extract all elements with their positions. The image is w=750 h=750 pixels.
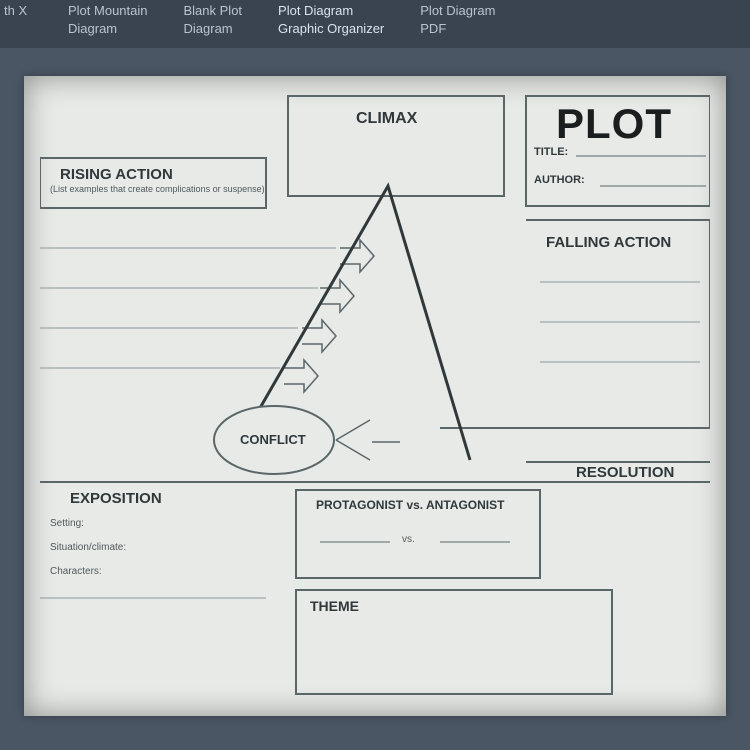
conflict-label: CONFLICT <box>240 432 306 447</box>
tab-line1: Plot Diagram <box>278 2 384 20</box>
tab-item[interactable]: th X <box>0 2 50 20</box>
vs-label: vs. <box>402 534 415 545</box>
exposition-label: EXPOSITION <box>70 490 162 507</box>
tab-line2: Diagram <box>68 20 148 38</box>
tab-line2: th X <box>4 2 32 20</box>
resolution-label: RESOLUTION <box>576 464 674 481</box>
tab-item[interactable]: Blank Plot Diagram <box>166 2 261 38</box>
falling-action-label: FALLING ACTION <box>546 234 671 251</box>
worksheet: CLIMAX PLOT TITLE: AUTHOR: RISING ACTION… <box>24 76 726 716</box>
author-label: AUTHOR: <box>534 174 585 186</box>
tab-line2: Graphic Organizer <box>278 20 384 38</box>
tab-item[interactable]: Plot Mountain Diagram <box>50 2 166 38</box>
exposition-item: Situation/climate: <box>50 542 126 553</box>
tab-item[interactable]: Plot Diagram Graphic Organizer <box>260 2 402 38</box>
protagonist-label: PROTAGONIST vs. ANTAGONIST <box>316 498 504 512</box>
top-tabs-bar: th X Plot Mountain Diagram Blank Plot Di… <box>0 0 750 48</box>
tab-line2: PDF <box>420 20 495 38</box>
climax-label: CLIMAX <box>356 110 417 128</box>
exposition-item: Setting: <box>50 518 84 529</box>
tab-item[interactable]: Plot Diagram PDF <box>402 2 513 38</box>
tab-line1: Plot Mountain <box>68 2 148 20</box>
tab-line2: Diagram <box>184 20 243 38</box>
exposition-item: Characters: <box>50 566 102 577</box>
tab-line1: Blank Plot <box>184 2 243 20</box>
plot-title: PLOT <box>556 100 672 148</box>
rising-action-label: RISING ACTION <box>60 166 173 183</box>
theme-label: THEME <box>310 598 359 614</box>
rising-action-sub: (List examples that create complications… <box>50 184 265 194</box>
tab-line1: Plot Diagram <box>420 2 495 20</box>
title-label: TITLE: <box>534 146 568 158</box>
